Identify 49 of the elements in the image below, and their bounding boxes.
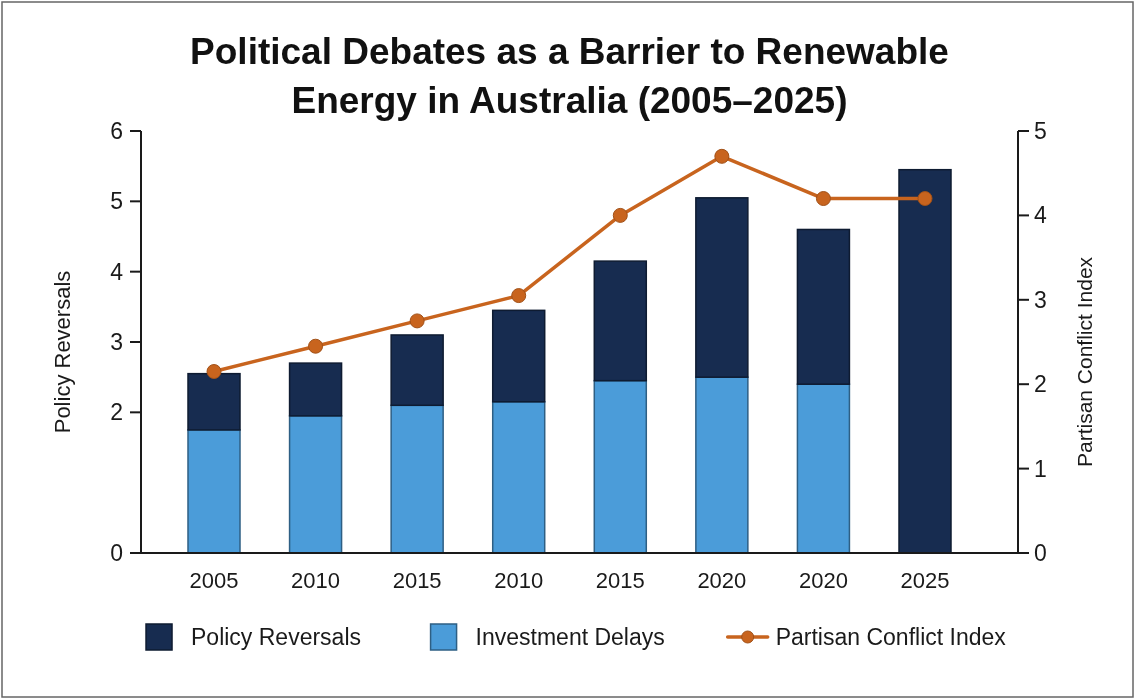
bar — [187, 429, 241, 554]
x-tick-label: 2015 — [595, 568, 645, 593]
y-tick-label: 6 — [110, 118, 123, 145]
point — [409, 313, 425, 329]
point — [714, 148, 730, 164]
x-tick-label: 2015 — [392, 568, 442, 593]
bar — [390, 334, 444, 407]
x-tick-label: 2025 — [900, 568, 950, 593]
point — [612, 207, 628, 223]
bar — [796, 383, 851, 554]
y2-tick-label: 5 — [1034, 118, 1047, 145]
bar — [491, 309, 546, 403]
y-tick-label: 4 — [110, 258, 124, 285]
y-tick-label: 0 — [110, 540, 123, 567]
y-tick-label: 2 — [110, 399, 123, 426]
bar — [796, 228, 851, 385]
chart-title: Political Debates as a Barrier to Renewable Energy in Australia (2005–2025) — [190, 31, 949, 121]
y-tick-label: 5 — [110, 188, 123, 215]
bar — [593, 379, 648, 554]
x-tick-label: 2010 — [291, 568, 341, 593]
point — [511, 288, 527, 304]
y2-tick-label: 0 — [1034, 540, 1047, 567]
bar — [898, 168, 952, 554]
bar — [187, 372, 241, 431]
bar — [288, 362, 343, 417]
y-tick-label: 3 — [110, 329, 123, 356]
x-tick-label: 2010 — [494, 568, 544, 593]
bar — [695, 197, 749, 378]
legend-label: Partisan Conflict Index — [775, 624, 1007, 651]
y2-axis-title: Partisan Conflict Index — [1073, 256, 1096, 468]
point — [308, 338, 324, 354]
y2-tick-label: 3 — [1034, 286, 1047, 313]
y2-tick-label: 1 — [1034, 455, 1047, 482]
bar — [695, 376, 749, 554]
point — [917, 191, 933, 207]
legend-label: Investment Delays — [475, 624, 665, 651]
y2-tick-label: 2 — [1034, 371, 1047, 398]
bar — [491, 401, 546, 554]
bar — [593, 260, 648, 382]
point — [815, 191, 831, 207]
y-axis-title: Policy Reversals — [50, 270, 75, 434]
x-tick-label: 2005 — [189, 568, 239, 593]
legend-label: Policy Reversals — [191, 624, 362, 651]
y2-tick-label: 4 — [1034, 202, 1047, 229]
bar — [288, 415, 343, 554]
point — [206, 364, 222, 380]
x-tick-label: 2020 — [798, 568, 848, 593]
x-tick-label: 2020 — [697, 568, 747, 593]
bar — [390, 404, 444, 554]
